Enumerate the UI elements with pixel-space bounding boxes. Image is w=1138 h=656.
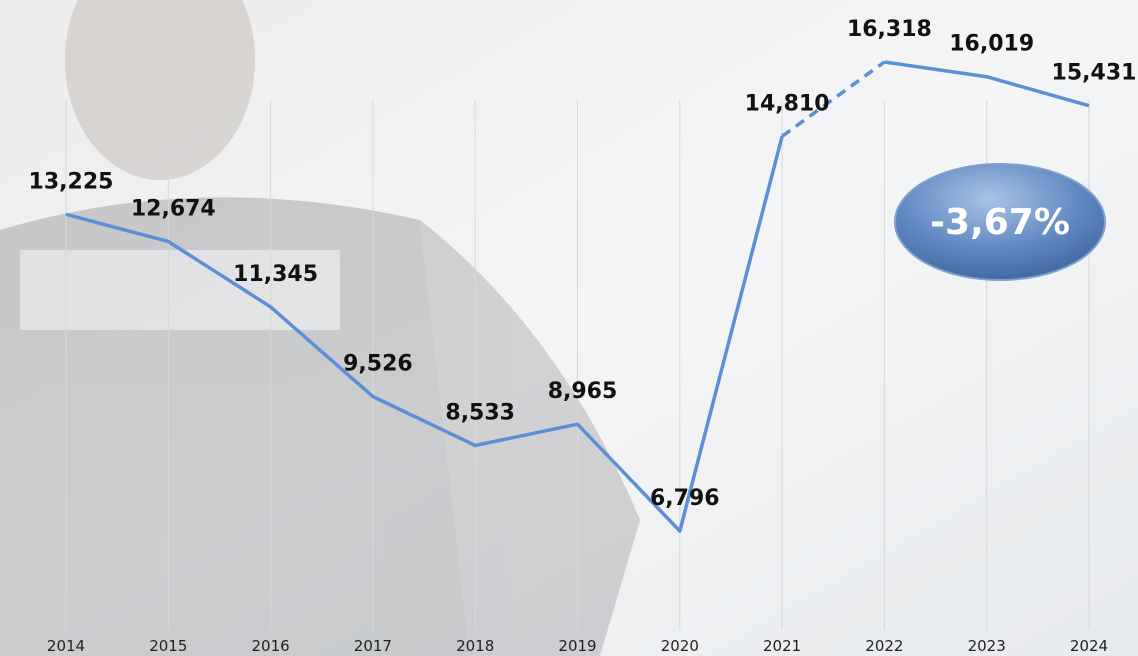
- x-tick-label: 2017: [354, 637, 392, 655]
- value-label: 14,810: [745, 91, 830, 116]
- x-tick-label: 2016: [252, 637, 290, 655]
- chart: 2014 2015 2016 2017 2018 2019 2020 2021 2022 2023…: [0, 0, 1138, 656]
- x-tick-label: 2018: [456, 637, 494, 655]
- x-tick-label: 2019: [558, 637, 596, 655]
- badge-text: -3,67%: [930, 202, 1070, 243]
- value-label: 16,318: [847, 17, 932, 42]
- value-label: 12,674: [131, 196, 216, 221]
- x-tick-label: 2022: [865, 637, 903, 655]
- x-tick-label: 2021: [763, 637, 801, 655]
- x-tick-label: 2015: [149, 637, 187, 655]
- value-label: 11,345: [233, 262, 318, 287]
- x-tick-label: 2024: [1070, 637, 1108, 655]
- x-tick-label: 2020: [661, 637, 699, 655]
- x-tick-label: 2014: [47, 637, 85, 655]
- x-tick-label: 2023: [968, 637, 1006, 655]
- value-label: 9,526: [343, 352, 413, 377]
- value-label: 16,019: [949, 32, 1034, 57]
- value-label: 6,796: [650, 486, 720, 511]
- value-label: 8,533: [445, 400, 515, 425]
- value-label: 15,431: [1052, 61, 1137, 86]
- value-label: 8,965: [548, 379, 618, 404]
- value-label: 13,225: [29, 169, 114, 194]
